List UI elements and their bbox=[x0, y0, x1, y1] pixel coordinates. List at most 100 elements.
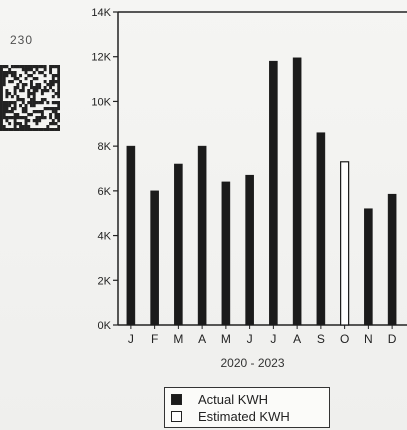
barcode-module bbox=[0, 113, 3, 117]
barcode-module bbox=[43, 86, 47, 90]
bar-actual bbox=[126, 145, 136, 326]
x-tick-label: N bbox=[364, 332, 373, 346]
barcode-module bbox=[5, 95, 9, 99]
barcode-module bbox=[57, 119, 60, 123]
barcode-module bbox=[51, 95, 55, 99]
chart-labels: 0K 2K 4K 6K 8K 10K 12K 14K J F M A M J J A S O N D 2020 - 20… bbox=[91, 7, 396, 370]
barcode-module bbox=[21, 98, 25, 102]
barcode-module bbox=[10, 101, 14, 105]
barcode-module bbox=[49, 83, 53, 87]
barcode-module bbox=[19, 80, 23, 84]
barcode-module bbox=[13, 77, 17, 81]
barcode-module bbox=[27, 113, 31, 117]
barcode-module bbox=[5, 110, 9, 114]
bar-actual bbox=[269, 60, 278, 326]
barcode-module bbox=[35, 122, 39, 126]
barcode-module bbox=[30, 128, 33, 131]
barcode-module bbox=[57, 86, 60, 90]
barcode-module bbox=[54, 74, 58, 78]
legend-swatch-actual bbox=[171, 394, 182, 405]
barcode-module bbox=[30, 83, 33, 87]
barcode-module bbox=[0, 98, 3, 102]
barcode-module bbox=[5, 119, 9, 123]
barcode-module bbox=[30, 104, 33, 108]
barcode-module bbox=[57, 77, 60, 81]
barcode-module bbox=[57, 65, 60, 69]
barcode-module bbox=[54, 101, 58, 105]
barcode-module bbox=[35, 110, 39, 114]
y-tick-label: 6K bbox=[98, 186, 112, 198]
barcode-module bbox=[0, 86, 3, 90]
barcode-module bbox=[24, 110, 28, 114]
barcode-module bbox=[32, 71, 36, 75]
barcode-module bbox=[57, 104, 60, 108]
barcode-module bbox=[46, 101, 50, 105]
barcode-module bbox=[43, 128, 47, 131]
barcode-module bbox=[38, 116, 42, 120]
barcode-module bbox=[49, 71, 53, 75]
barcode-module bbox=[30, 68, 33, 72]
barcode-module bbox=[5, 65, 9, 69]
barcode-module bbox=[43, 74, 47, 78]
barcode-module bbox=[57, 74, 60, 78]
barcode-module bbox=[32, 92, 36, 96]
barcode-module bbox=[0, 95, 3, 99]
bar-actual bbox=[150, 190, 159, 326]
barcode-module bbox=[19, 116, 23, 120]
barcode-module bbox=[32, 128, 36, 131]
legend-label-actual: Actual KWH bbox=[198, 392, 269, 407]
barcode-module bbox=[16, 116, 20, 120]
barcode-module bbox=[13, 116, 17, 120]
barcode-module bbox=[38, 101, 42, 105]
barcode-module bbox=[27, 65, 31, 69]
barcode-module bbox=[38, 65, 42, 69]
barcode-module bbox=[51, 122, 55, 126]
barcode-module bbox=[21, 89, 25, 93]
barcode-module bbox=[49, 80, 53, 84]
barcode-module bbox=[40, 128, 44, 131]
barcode-module bbox=[49, 113, 53, 117]
barcode-module bbox=[13, 125, 17, 129]
legend-label-estimated: Estimated KWH bbox=[198, 409, 290, 424]
barcode-module bbox=[5, 74, 9, 78]
y-tick-label: 0K bbox=[98, 320, 112, 332]
barcode-module bbox=[10, 116, 14, 120]
barcode-module bbox=[49, 86, 53, 90]
barcode-module bbox=[51, 80, 55, 84]
barcode-module bbox=[30, 80, 33, 84]
barcode-module bbox=[35, 101, 39, 105]
bar-estimated bbox=[340, 161, 350, 326]
barcode-module bbox=[40, 101, 44, 105]
barcode-module bbox=[19, 98, 23, 102]
barcode-module bbox=[19, 65, 23, 69]
barcode-module bbox=[13, 107, 17, 111]
barcode-module bbox=[46, 89, 50, 93]
barcode-module bbox=[0, 71, 3, 75]
barcode-module bbox=[27, 89, 31, 93]
barcode-module bbox=[35, 68, 39, 72]
barcode-module bbox=[0, 77, 3, 81]
barcode-module bbox=[43, 65, 47, 69]
barcode-module bbox=[35, 83, 39, 87]
barcode-module bbox=[32, 119, 36, 123]
barcode-module bbox=[57, 107, 60, 111]
barcode-module bbox=[2, 71, 6, 75]
chart-legend: Actual KWH Estimated KWH bbox=[164, 387, 330, 428]
barcode-module bbox=[40, 110, 44, 114]
barcode-module bbox=[2, 77, 6, 81]
barcode-module bbox=[30, 98, 33, 102]
y-tick-label: 4K bbox=[98, 231, 112, 243]
barcode-module bbox=[35, 77, 39, 81]
barcode-module bbox=[19, 128, 23, 131]
barcode-module bbox=[21, 86, 25, 90]
barcode-module bbox=[24, 65, 28, 69]
barcode-module bbox=[16, 122, 20, 126]
y-tick-label: 12K bbox=[91, 52, 111, 64]
bar-actual bbox=[197, 145, 207, 326]
barcode-module bbox=[16, 113, 20, 117]
x-tick-label: J bbox=[128, 332, 134, 346]
barcode-module bbox=[21, 116, 25, 120]
barcode-module bbox=[43, 116, 47, 120]
barcode-module bbox=[21, 128, 25, 131]
barcode-module bbox=[21, 65, 25, 69]
